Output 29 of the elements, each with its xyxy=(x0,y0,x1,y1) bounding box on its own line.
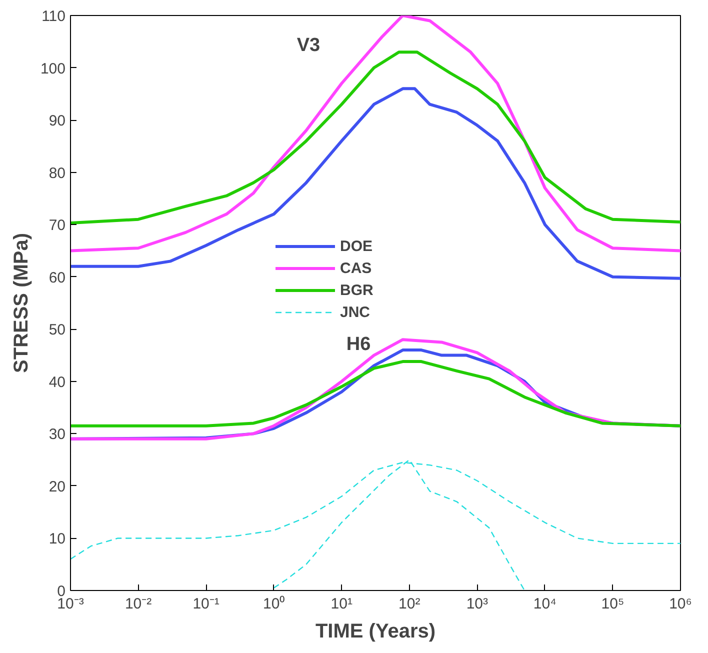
x-tick-label: 10¹ xyxy=(330,596,352,612)
legend-label: CAS xyxy=(340,260,372,276)
x-tick-label: 10⁰ xyxy=(262,596,285,612)
legend-label: DOE xyxy=(340,238,373,254)
x-tick-label: 10⁻² xyxy=(124,596,152,612)
y-tick-label: 90 xyxy=(48,112,66,130)
x-tick-label: 10⁴ xyxy=(533,596,557,612)
annotation: V3 xyxy=(296,35,320,56)
x-tick-label: 10⁶ xyxy=(669,596,692,612)
y-tick-label: 80 xyxy=(48,164,66,182)
annotation: H6 xyxy=(346,334,371,355)
x-tick-label: 10³ xyxy=(466,596,488,612)
y-tick-label: 30 xyxy=(48,426,66,444)
y-tick-label: 10 xyxy=(48,530,66,548)
x-tick-label: 10⁵ xyxy=(601,596,624,612)
y-tick-label: 110 xyxy=(42,8,66,25)
legend-label: BGR xyxy=(340,282,374,298)
y-tick-label: 100 xyxy=(40,60,66,78)
y-tick-label: 60 xyxy=(48,269,66,286)
x-tick-label: 10⁻¹ xyxy=(192,596,220,612)
legend-label: JNC xyxy=(340,304,370,320)
y-axis-title: STRESS (MPa) xyxy=(10,232,32,374)
x-axis-title: TIME (Years) xyxy=(315,620,436,642)
y-tick-label: 40 xyxy=(48,374,66,391)
x-tick-label: 10⁻³ xyxy=(57,596,84,612)
x-tick-label: 10² xyxy=(398,596,420,612)
y-tick-label: 50 xyxy=(48,322,66,339)
y-tick-label: 70 xyxy=(48,217,66,234)
y-tick-label: 20 xyxy=(48,478,66,496)
